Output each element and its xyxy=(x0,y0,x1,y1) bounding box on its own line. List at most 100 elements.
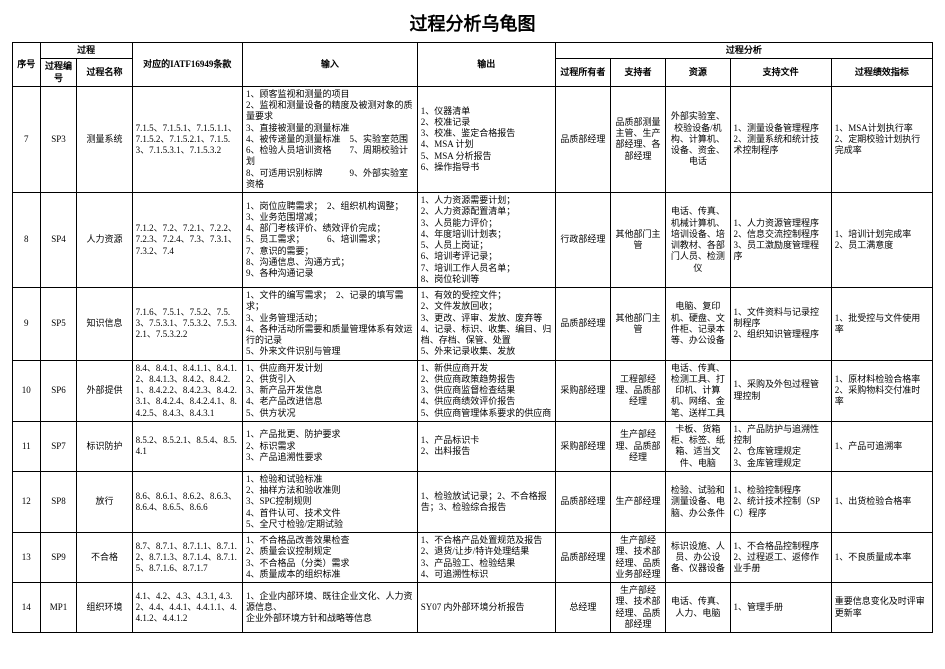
cell-kpi: 1、批受控与文件使用率 xyxy=(831,288,932,361)
cell-output: 1、检验放试记录；2、不合格报告；3、检验综合报告 xyxy=(417,471,555,532)
page-title: 过程分析乌龟图 xyxy=(12,10,933,36)
cell-output: 1、产品标识卡2、出料报告 xyxy=(417,421,555,471)
cell-input: 1、企业内部环境、既往企业文化、人力资源信息、企业外部环境方针和战略等信息 xyxy=(242,583,417,633)
cell-resource: 检验、试验和测量设备、电脑、办公条件 xyxy=(666,471,730,532)
cell-owner: 总经理 xyxy=(555,583,610,633)
cell-doc: 1、测量设备管理程序2、测量系统和统计技术控制程序 xyxy=(730,86,831,192)
cell-name: 人力资源 xyxy=(77,193,132,288)
th-iatf: 对应的IATF16949条款 xyxy=(132,43,242,87)
turtle-table: 序号 过程 对应的IATF16949条款 输入 输出 过程分析 过程编号 过程名… xyxy=(12,42,933,633)
cell-doc: 1、文件资料与记录控制程序2、组织知识管理程序 xyxy=(730,288,831,361)
cell-output: 1、仪器清单2、校准记录3、校准、鉴定合格报告4、MSA 计划5、MSA 分析报… xyxy=(417,86,555,192)
th-process-name: 过程名称 xyxy=(77,59,132,87)
cell-input: 1、岗位应聘需求； 2、组织机构调整；3、业务范围增减；4、部门考核评价、绩效评… xyxy=(242,193,417,288)
cell-input: 1、不合格品改善效果检查2、质量会议控制规定3、不合格品（分类）需求4、质量成本… xyxy=(242,533,417,583)
th-kpi: 过程绩效指标 xyxy=(831,59,932,87)
cell-input: 1、顾客监视和测量的项目2、监视和测量设备的精度及被测对象的质量要求3、直接被测… xyxy=(242,86,417,192)
cell-resource: 卡板、货箱柜、标签、纸箱、适当文件、电脑 xyxy=(666,421,730,471)
cell-doc: 1、管理手册 xyxy=(730,583,831,633)
cell-code: SP4 xyxy=(40,193,77,288)
cell-code: SP7 xyxy=(40,421,77,471)
cell-name: 测量系统 xyxy=(77,86,132,192)
th-seq: 序号 xyxy=(13,43,41,87)
cell-owner: 行政部经理 xyxy=(555,193,610,288)
cell-iatf: 8.5.2、8.5.2.1、8.5.4、8.5.4.1 xyxy=(132,421,242,471)
th-input: 输入 xyxy=(242,43,417,87)
cell-resource: 外部实验室、校验设备/机构、计算机、设备、资金、电话 xyxy=(666,86,730,192)
cell-iatf: 8.7、8.7.1、8.7.1.1、8.7.1.2、8.7.1.3、8.7.1.… xyxy=(132,533,242,583)
cell-supporter: 其他部门主管 xyxy=(610,288,665,361)
table-row: 8SP4人力资源7.1.2、7.2、7.2.1、7.2.2、7.2.3、7.2.… xyxy=(13,193,933,288)
cell-iatf: 4.1、4.2、4.3、4.3.1, 4.3.2、4.4、4.4.1、4.4.1… xyxy=(132,583,242,633)
cell-resource: 电话、传真、机械计算机、培训设备、培训教材、各部门人员、检测仪 xyxy=(666,193,730,288)
cell-owner: 采购部经理 xyxy=(555,421,610,471)
cell-code: SP3 xyxy=(40,86,77,192)
cell-name: 标识防护 xyxy=(77,421,132,471)
cell-iatf: 7.1.6、7.5.1、7.5.2、7.5.3、7.5.3.1、7.5.3.2、… xyxy=(132,288,242,361)
cell-doc: 1、不合格品控制程序2、过程返工、返修作业手册 xyxy=(730,533,831,583)
cell-name: 知识信息 xyxy=(77,288,132,361)
cell-supporter: 品质部测量主管、生产部经理、各部经理 xyxy=(610,86,665,192)
cell-iatf: 8.6、8.6.1、8.6.2、8.6.3、8.6.4、8.6.5、8.6.6 xyxy=(132,471,242,532)
table-head: 序号 过程 对应的IATF16949条款 输入 输出 过程分析 过程编号 过程名… xyxy=(13,43,933,87)
cell-code: SP9 xyxy=(40,533,77,583)
cell-supporter: 工程部经理、品质部经理 xyxy=(610,360,665,421)
cell-owner: 品质部经理 xyxy=(555,288,610,361)
page-container: 过程分析乌龟图 序号 过程 对应的IATF16949条款 输入 输出 过程分析 xyxy=(0,0,945,643)
cell-kpi: 重要信息变化及时评审更新率 xyxy=(831,583,932,633)
cell-doc: 1、采购及外包过程管理控制 xyxy=(730,360,831,421)
th-process-group: 过程 xyxy=(40,43,132,59)
table-row: 13SP9不合格8.7、8.7.1、8.7.1.1、8.7.1.2、8.7.1.… xyxy=(13,533,933,583)
th-process-code: 过程编号 xyxy=(40,59,77,87)
cell-owner: 品质部经理 xyxy=(555,471,610,532)
th-output: 输出 xyxy=(417,43,555,87)
table-row: 9SP5知识信息7.1.6、7.5.1、7.5.2、7.5.3、7.5.3.1、… xyxy=(13,288,933,361)
cell-doc: 1、人力资源管理程序2、信息交流控制程序3、员工激励度管理程序 xyxy=(730,193,831,288)
cell-kpi: 1、不良质量成本率 xyxy=(831,533,932,583)
cell-iatf: 8.4、8.4.1、8.4.1.1、8.4.1.2、8.4.1.3、8.4.2、… xyxy=(132,360,242,421)
cell-supporter: 生产部经理、技术部经理、品质部经理 xyxy=(610,583,665,633)
th-owner: 过程所有者 xyxy=(555,59,610,87)
cell-owner: 品质部经理 xyxy=(555,533,610,583)
cell-doc: 1、产品防护与追溯性控制2、仓库管理规定3、金库管理规定 xyxy=(730,421,831,471)
cell-seq: 10 xyxy=(13,360,41,421)
cell-code: SP6 xyxy=(40,360,77,421)
cell-code: SP5 xyxy=(40,288,77,361)
table-row: 10SP6外部提供8.4、8.4.1、8.4.1.1、8.4.1.2、8.4.1… xyxy=(13,360,933,421)
cell-kpi: 1、产品可追溯率 xyxy=(831,421,932,471)
th-resource: 资源 xyxy=(666,59,730,87)
cell-supporter: 生产部经理、品质部经理 xyxy=(610,421,665,471)
cell-seq: 13 xyxy=(13,533,41,583)
cell-kpi: 1、原材料检验合格率2、采购物料交付准时率 xyxy=(831,360,932,421)
cell-name: 外部提供 xyxy=(77,360,132,421)
cell-supporter: 生产部经理 xyxy=(610,471,665,532)
th-support-doc: 支持文件 xyxy=(730,59,831,87)
cell-seq: 8 xyxy=(13,193,41,288)
cell-name: 不合格 xyxy=(77,533,132,583)
cell-seq: 9 xyxy=(13,288,41,361)
cell-code: SP8 xyxy=(40,471,77,532)
cell-resource: 电话、传真、人力、电脑 xyxy=(666,583,730,633)
cell-resource: 标识设施、人员、办公设备、仪器设备 xyxy=(666,533,730,583)
cell-seq: 12 xyxy=(13,471,41,532)
cell-input: 1、产品批更、防护要求2、标识需求3、产品追溯性要求 xyxy=(242,421,417,471)
cell-kpi: 1、出货检验合格率 xyxy=(831,471,932,532)
cell-doc: 1、检验控制程序2、统计技术控制（SPC）程序 xyxy=(730,471,831,532)
table-row: 7SP3测量系统7.1.5、7.1.5.1、7.1.5.1.1、7.1.5.2、… xyxy=(13,86,933,192)
cell-name: 放行 xyxy=(77,471,132,532)
cell-name: 组织环境 xyxy=(77,583,132,633)
cell-input: 1、供应商开发计划2、供货引入3、新产品开发信息4、老产品改进信息5、供方状况 xyxy=(242,360,417,421)
cell-owner: 采购部经理 xyxy=(555,360,610,421)
cell-supporter: 生产部经理、技术部经理、品质业务部经理 xyxy=(610,533,665,583)
cell-input: 1、检验和试验标准2、抽样方法和验收准则3、SPC控制规则4、首件认可、技术文件… xyxy=(242,471,417,532)
cell-iatf: 7.1.5、7.1.5.1、7.1.5.1.1、7.1.5.2、7.1.5.2.… xyxy=(132,86,242,192)
table-row: 11SP7标识防护8.5.2、8.5.2.1、8.5.4、8.5.4.11、产品… xyxy=(13,421,933,471)
cell-seq: 7 xyxy=(13,86,41,192)
cell-kpi: 1、MSA计划执行率2、定期校验计划执行完成率 xyxy=(831,86,932,192)
cell-kpi: 1、培训计划完成率2、员工满意度 xyxy=(831,193,932,288)
table-body: 7SP3测量系统7.1.5、7.1.5.1、7.1.5.1.1、7.1.5.2、… xyxy=(13,86,933,632)
cell-output: 1、人力资源需要计划；2、人力资源配置清单；3、人员能力评价；4、年度培训计划表… xyxy=(417,193,555,288)
cell-seq: 14 xyxy=(13,583,41,633)
cell-resource: 电脑、复印机、硬盘、文件柜、记录本等、办公设备 xyxy=(666,288,730,361)
cell-output: 1、不合格产品处置规范及报告2、退货/让步/特许处理结果3、产品验工、检验结果4… xyxy=(417,533,555,583)
